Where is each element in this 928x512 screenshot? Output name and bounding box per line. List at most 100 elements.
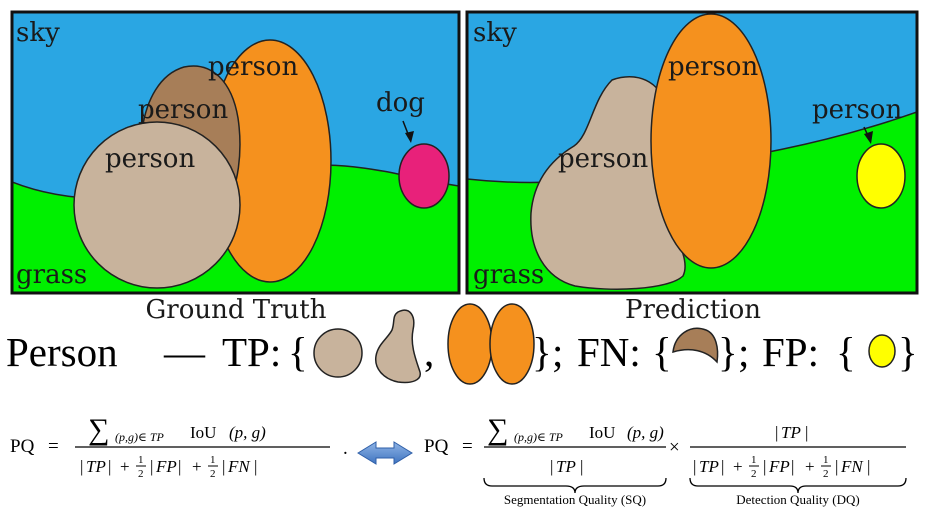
abs-bar: |	[867, 457, 870, 476]
plus-sign: +	[192, 457, 202, 476]
pq-formula-right: PQ = ∑ (p,g)∈ TP IoU (p, g) | TP | Segme…	[424, 413, 907, 507]
tp-gt-circle-icon	[313, 328, 363, 378]
pq-lhs: PQ	[424, 436, 449, 457]
dog-shape	[398, 143, 450, 209]
tp-gt-orange-icon	[447, 303, 493, 385]
abs-bar: |	[721, 457, 724, 476]
legend-fn-label: FN:	[577, 329, 641, 375]
denominator-fn: FN	[227, 457, 251, 476]
person-back-label: person	[208, 52, 298, 82]
equivalence-double-arrow	[357, 441, 413, 465]
person-tan-shape	[73, 121, 241, 289]
person-left-label: person	[558, 144, 648, 174]
abs-bar: |	[108, 457, 111, 476]
abs-bar: |	[763, 457, 766, 476]
dq-denominator-tp: TP	[699, 457, 719, 476]
dq-denominator-fn: FN	[840, 457, 864, 476]
legend-tp-open-brace: {	[288, 329, 308, 375]
sum-symbol: ∑	[487, 413, 508, 446]
equals-sign: =	[462, 436, 473, 457]
half-denominator: 2	[751, 468, 757, 480]
abs-bar: |	[805, 423, 808, 442]
pq-lhs: PQ	[10, 436, 35, 457]
times-sign: ×	[669, 437, 680, 458]
abs-bar: |	[150, 457, 153, 476]
ground-truth-panel: sky grass person person person dog	[10, 10, 461, 295]
dog-label: dog	[376, 88, 425, 118]
abs-bar: |	[222, 457, 225, 476]
legend-fn-open-brace: {	[652, 329, 672, 375]
person-fp-yellow-shape	[856, 143, 906, 209]
prediction-caption: Prediction	[625, 295, 761, 325]
legend-fn-close-brace: }	[718, 329, 738, 375]
legend-tp-label: TP:	[222, 329, 281, 375]
sq-label: Segmentation Quality (SQ)	[504, 492, 646, 507]
dq-underbrace	[689, 477, 907, 494]
legend-tp-comma: ,	[424, 329, 434, 375]
iou-term: IoU	[190, 423, 216, 442]
fp-yellow-icon	[868, 334, 896, 368]
half-denominator: 2	[138, 468, 144, 480]
person-fp-label: person	[812, 95, 902, 125]
dq-denominator-fp: FP	[768, 457, 790, 476]
dq-label: Detection Quality (DQ)	[736, 492, 859, 507]
abs-bar: |	[580, 457, 583, 476]
tp-pred-blob-icon	[375, 309, 421, 384]
ground-truth-caption: Ground Truth	[146, 295, 327, 325]
legend-semicolon-1: ;	[552, 329, 563, 375]
abs-bar: |	[254, 457, 257, 476]
grass-label: grass	[473, 260, 544, 290]
sq-underbrace	[483, 477, 667, 494]
grass-label: grass	[16, 260, 87, 290]
person-orange-shape	[650, 13, 772, 269]
denominator-fp: FP	[155, 457, 177, 476]
half-numerator: 1	[751, 454, 757, 466]
abs-bar: |	[693, 457, 696, 476]
half-denominator: 2	[823, 468, 829, 480]
prediction-panel: sky grass person person person	[465, 10, 919, 295]
fp-pointer-arrowhead	[864, 131, 873, 144]
legend-semicolon-2: ;	[738, 329, 749, 375]
legend-fp-label: FP:	[762, 329, 819, 375]
dq-numerator-tp: TP	[781, 423, 801, 442]
iou-term: IoU	[589, 423, 615, 442]
half-numerator: 1	[823, 454, 829, 466]
iou-args: (p, g)	[627, 423, 664, 442]
plus-sign: +	[733, 457, 743, 476]
fn-brown-shape-icon	[672, 327, 719, 364]
legend-row: Person — TP: { , } ; FN: { } ; FP: { }	[6, 303, 918, 385]
person-right-label: person	[668, 52, 758, 82]
legend-dash: —	[163, 329, 206, 375]
legend-fp-open-brace: {	[836, 329, 856, 375]
half-numerator: 1	[210, 454, 216, 466]
person-front-label: person	[105, 144, 195, 174]
sq-denominator-tp: TP	[556, 457, 576, 476]
sky-label: sky	[16, 18, 60, 48]
pq-formula-left: PQ = ∑ (p,g)∈ TP IoU (p, g) | TP | + 1 2…	[10, 413, 348, 480]
sum-symbol: ∑	[88, 413, 109, 446]
dog-pointer-arrowhead	[405, 131, 414, 143]
plus-sign: +	[805, 457, 815, 476]
abs-bar: |	[791, 457, 794, 476]
person-mid-label: person	[138, 95, 228, 125]
sum-index: (p,g)∈ TP	[514, 430, 564, 444]
legend-tp-close-brace: }	[532, 329, 552, 375]
legend-class-name: Person	[6, 329, 118, 375]
ground-truth-frame	[10, 10, 461, 295]
abs-bar: |	[178, 457, 181, 476]
abs-bar: |	[550, 457, 553, 476]
half-numerator: 1	[138, 454, 144, 466]
tp-pred-orange-icon	[489, 303, 535, 385]
abs-bar: |	[80, 457, 83, 476]
period: .	[343, 438, 348, 459]
equals-sign: =	[48, 436, 59, 457]
abs-bar: |	[775, 423, 778, 442]
abs-bar: |	[835, 457, 838, 476]
half-denominator: 2	[210, 468, 216, 480]
sky-label: sky	[473, 18, 517, 48]
sum-index: (p,g)∈ TP	[115, 430, 165, 444]
plus-sign: +	[120, 457, 130, 476]
denominator-tp: TP	[86, 457, 106, 476]
legend-fp-close-brace: }	[898, 329, 918, 375]
